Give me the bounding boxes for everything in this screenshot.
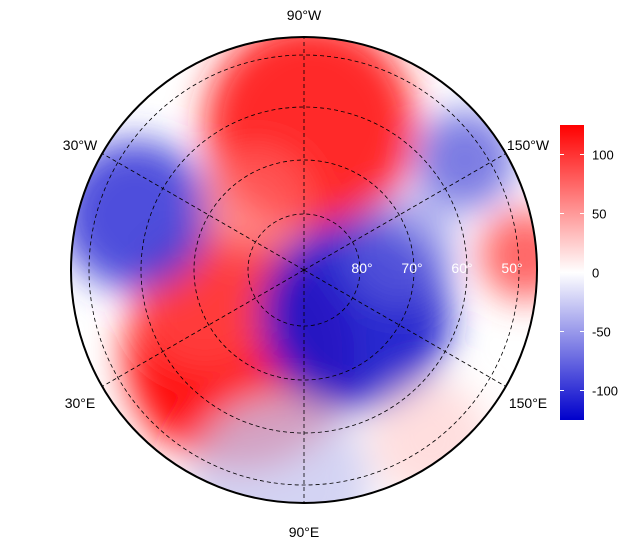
colorbar-tick-label: 50 bbox=[592, 207, 606, 222]
anomaly-blob bbox=[71, 140, 210, 290]
meridian-line bbox=[303, 149, 513, 271]
map-disc bbox=[71, 37, 537, 503]
lat-label-50: 50° bbox=[501, 260, 522, 276]
meridian-line bbox=[95, 269, 305, 391]
colorbar-tick-label: 0 bbox=[592, 266, 599, 281]
latitude-circle bbox=[193, 159, 415, 381]
anomaly-blob bbox=[200, 150, 310, 260]
lon-label-150e: 150°E bbox=[509, 395, 547, 411]
colorbar-tick-label: -100 bbox=[592, 384, 618, 399]
lon-label-30e: 30°E bbox=[65, 395, 96, 411]
latitude-circle bbox=[88, 54, 520, 486]
colorbar-tick-label: 100 bbox=[592, 148, 614, 163]
lon-label-90w: 90°W bbox=[287, 7, 322, 23]
meridian-line bbox=[95, 149, 305, 271]
lat-label-60: 60° bbox=[451, 260, 472, 276]
lat-label-70: 70° bbox=[401, 260, 422, 276]
colorbar-ticks: 100 50 0 -50 -100 bbox=[560, 148, 618, 399]
anomaly-blob bbox=[415, 110, 515, 210]
lon-label-150w: 150°W bbox=[507, 137, 550, 153]
anomaly-blob bbox=[190, 395, 370, 503]
anomaly-field bbox=[71, 37, 537, 503]
colorbar-tick-label: -50 bbox=[592, 325, 611, 340]
anomaly-blob bbox=[345, 195, 455, 305]
lon-label-30w: 30°W bbox=[63, 137, 98, 153]
lat-label-80: 80° bbox=[351, 260, 372, 276]
anomaly-blob bbox=[370, 380, 490, 500]
meridian-line bbox=[303, 269, 513, 391]
anomaly-blob bbox=[480, 210, 537, 300]
lon-label-90e: 90°E bbox=[289, 524, 320, 540]
graticule bbox=[88, 37, 520, 503]
map-border bbox=[70, 36, 538, 504]
